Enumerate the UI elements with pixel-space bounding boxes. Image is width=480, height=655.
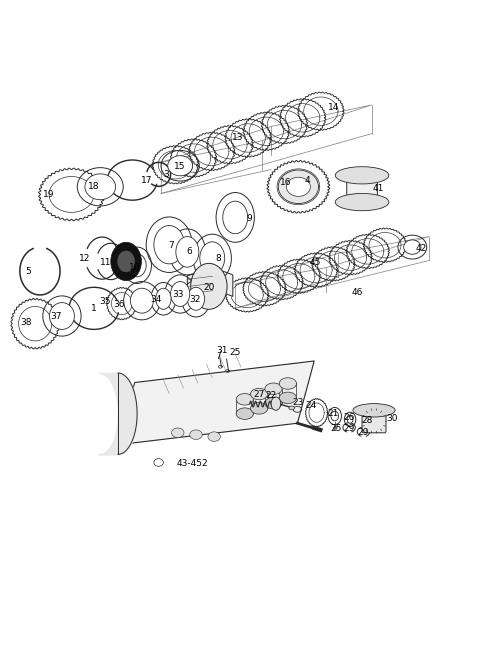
Text: 7: 7: [168, 240, 173, 250]
Text: 23: 23: [293, 398, 304, 407]
Ellipse shape: [251, 388, 268, 400]
Text: 4: 4: [304, 176, 310, 185]
Text: 25: 25: [330, 424, 341, 432]
Ellipse shape: [156, 288, 171, 309]
Polygon shape: [118, 361, 314, 445]
Text: 45: 45: [310, 258, 321, 267]
Ellipse shape: [279, 378, 297, 389]
Text: 43-452: 43-452: [176, 459, 208, 468]
Text: 13: 13: [232, 134, 243, 143]
Text: 29: 29: [358, 428, 369, 438]
Ellipse shape: [118, 251, 135, 272]
Text: 1: 1: [91, 304, 97, 313]
Ellipse shape: [333, 426, 337, 430]
Text: 28: 28: [361, 416, 372, 425]
Text: 36: 36: [113, 300, 125, 309]
Text: 6: 6: [187, 248, 192, 256]
Text: 33: 33: [172, 290, 183, 299]
Ellipse shape: [404, 240, 421, 254]
Text: 19: 19: [43, 190, 54, 199]
Ellipse shape: [265, 383, 282, 394]
Ellipse shape: [168, 156, 192, 176]
Ellipse shape: [170, 282, 190, 307]
FancyBboxPatch shape: [347, 174, 377, 204]
Ellipse shape: [287, 178, 311, 196]
Ellipse shape: [279, 392, 297, 403]
Text: 25: 25: [229, 348, 241, 358]
Text: 31: 31: [216, 346, 228, 355]
Ellipse shape: [208, 432, 220, 441]
Ellipse shape: [128, 253, 146, 277]
Ellipse shape: [289, 406, 295, 410]
Ellipse shape: [236, 408, 253, 419]
Text: 16: 16: [280, 178, 291, 187]
Text: 5: 5: [25, 267, 31, 276]
Text: 46: 46: [351, 288, 363, 297]
Text: 10: 10: [129, 263, 141, 272]
FancyBboxPatch shape: [362, 409, 386, 433]
Ellipse shape: [271, 397, 281, 410]
Text: 42: 42: [415, 244, 427, 253]
Text: 3: 3: [163, 170, 168, 179]
Text: 15: 15: [174, 162, 186, 171]
Text: 29: 29: [343, 424, 355, 432]
Ellipse shape: [335, 166, 389, 184]
Text: 21: 21: [328, 409, 339, 418]
Ellipse shape: [236, 394, 253, 405]
Ellipse shape: [200, 242, 225, 274]
Text: 37: 37: [50, 312, 61, 320]
Text: 38: 38: [20, 318, 31, 328]
Ellipse shape: [85, 174, 116, 200]
Text: 22: 22: [265, 391, 277, 400]
Text: 26: 26: [343, 413, 355, 422]
Ellipse shape: [353, 403, 395, 417]
Text: 24: 24: [305, 401, 316, 409]
Text: 17: 17: [141, 176, 153, 185]
Polygon shape: [187, 268, 233, 297]
Text: 11: 11: [100, 258, 112, 267]
Ellipse shape: [191, 263, 227, 309]
Ellipse shape: [331, 411, 338, 421]
Text: 18: 18: [88, 182, 100, 191]
Text: 34: 34: [151, 295, 162, 304]
Ellipse shape: [171, 428, 184, 438]
Ellipse shape: [265, 398, 282, 409]
Text: 14: 14: [328, 103, 339, 112]
Ellipse shape: [154, 225, 184, 264]
Text: 30: 30: [386, 414, 398, 423]
Ellipse shape: [49, 303, 74, 329]
Text: 12: 12: [79, 254, 90, 263]
Ellipse shape: [131, 288, 154, 313]
Ellipse shape: [176, 236, 199, 267]
Ellipse shape: [278, 170, 319, 204]
Text: 41: 41: [372, 184, 384, 193]
Ellipse shape: [347, 415, 353, 423]
Text: 35: 35: [99, 297, 111, 306]
Ellipse shape: [187, 288, 204, 310]
Ellipse shape: [251, 403, 268, 414]
Ellipse shape: [111, 242, 142, 280]
Ellipse shape: [335, 193, 389, 211]
Ellipse shape: [190, 430, 202, 440]
Text: 32: 32: [189, 295, 200, 304]
Text: 8: 8: [216, 254, 221, 263]
Text: 20: 20: [203, 283, 215, 291]
Text: 27: 27: [253, 390, 265, 399]
Text: 9: 9: [247, 214, 252, 223]
Ellipse shape: [223, 201, 248, 234]
